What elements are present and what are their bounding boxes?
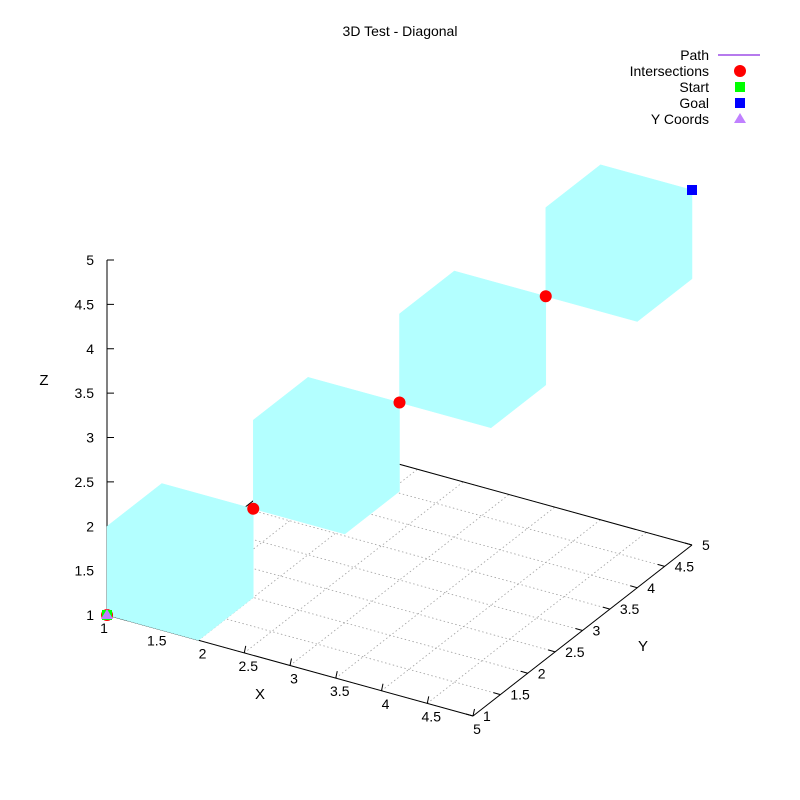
x-tick-label: 1.5 [147, 633, 167, 649]
legend-label-path: Path [680, 47, 709, 63]
grid-line-y [243, 507, 610, 610]
y-axis-label: Y [638, 638, 648, 655]
y-tick [520, 670, 528, 674]
z-tick-label: 2.5 [75, 474, 95, 490]
y-tick [465, 713, 474, 717]
x-tick-label: 2 [199, 645, 207, 661]
z-tick-label: 3.5 [75, 385, 95, 401]
cubes [106, 164, 693, 641]
legend-symbol-goal [735, 98, 745, 108]
y-tick-label: 2.5 [565, 644, 585, 660]
y-tick [657, 563, 665, 567]
y-tick-label: 4 [647, 580, 655, 596]
markers [101, 185, 697, 621]
legend-symbol-intersections [734, 65, 746, 77]
legend-label-start: Start [679, 79, 709, 95]
y-tick [684, 542, 693, 546]
y-tick-label: 3 [593, 623, 601, 639]
y-tick-label: 4.5 [675, 558, 695, 574]
x-tick-label: 4 [382, 696, 390, 712]
grid-line-y [134, 593, 501, 696]
z-tick-label: 2 [86, 518, 94, 534]
series-y-coords-point [101, 609, 113, 619]
series-goal-point [687, 185, 697, 195]
grid-line-y [298, 464, 665, 567]
y-tick [493, 692, 501, 696]
grid-line-y [271, 486, 638, 589]
grid-line-y [161, 571, 528, 674]
series-intersections-point [247, 502, 260, 515]
z-tick-label: 1 [86, 607, 94, 623]
x-tick-label: 3 [290, 671, 298, 687]
z-tick-label: 5 [86, 252, 94, 268]
y-tick-label: 1 [483, 708, 491, 724]
y-tick [602, 606, 611, 610]
z-tick-label: 3 [86, 430, 94, 446]
series-intersections-point [539, 290, 552, 303]
legend-label-intersections: Intersections [630, 63, 709, 79]
z-tick-label: 1.5 [75, 563, 95, 579]
x-tick [472, 708, 475, 717]
x-tick [243, 645, 247, 653]
chart-title: 3D Test - Diagonal [343, 23, 458, 39]
x-tick-label: 4.5 [422, 708, 442, 724]
x-tick [426, 696, 430, 704]
legend-label-y-coords: Y Coords [651, 111, 709, 127]
cube [399, 270, 547, 429]
z-tick-label: 4.5 [75, 296, 95, 312]
legend-symbol-start [735, 82, 745, 92]
x-tick [381, 683, 384, 691]
legend-symbol-y-coords [734, 113, 746, 123]
y-tick-label: 5 [702, 537, 710, 553]
z-tick-label: 4 [86, 341, 94, 357]
x-tick [289, 658, 292, 666]
y-tick [547, 649, 556, 653]
legend-label-goal: Goal [679, 95, 709, 111]
cube [545, 164, 693, 322]
x-tick-label: 3.5 [330, 683, 350, 699]
x-axis-label: X [255, 686, 265, 703]
cube [253, 377, 400, 535]
x-tick-label: 5 [473, 721, 481, 737]
y-tick [575, 628, 583, 631]
y-tick-label: 1.5 [510, 687, 530, 703]
y-tick [630, 585, 638, 589]
y-tick-label: 2 [538, 665, 546, 681]
x-tick-label: 2.5 [239, 658, 259, 674]
x-tick-label: 1 [100, 620, 108, 636]
cube [106, 483, 254, 641]
grid-line-y [216, 529, 583, 631]
y-tick-label: 3.5 [620, 601, 640, 617]
z-axis-label: Z [39, 372, 48, 389]
grid-line-y [189, 550, 556, 653]
series-intersections-point [393, 396, 406, 409]
x-tick [335, 671, 338, 679]
